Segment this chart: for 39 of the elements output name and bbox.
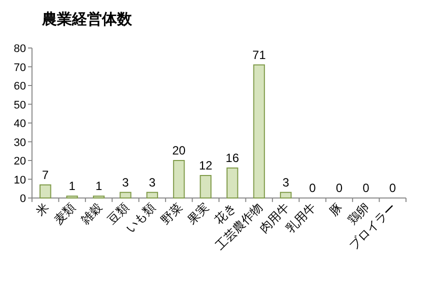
x-tick-label: 豚 xyxy=(326,200,346,219)
bar xyxy=(226,168,238,198)
data-label: 16 xyxy=(226,151,240,165)
y-tick-label: 40 xyxy=(14,118,26,130)
data-label: 3 xyxy=(122,175,130,190)
x-tick-label: 麦類 xyxy=(51,200,78,228)
data-label: 1 xyxy=(95,179,102,194)
data-label: 1 xyxy=(68,179,76,194)
y-tick-label: 10 xyxy=(14,174,26,186)
bar xyxy=(253,64,265,198)
data-label: 0 xyxy=(309,181,316,195)
data-label: 0 xyxy=(336,181,343,195)
bar xyxy=(146,192,158,198)
chart-title: 農業経営体数 xyxy=(41,11,133,28)
y-tick-label: 30 xyxy=(14,136,26,149)
x-tick-label: 野菜 xyxy=(158,200,186,228)
y-tick-label: 50 xyxy=(14,99,26,112)
data-label: 7 xyxy=(42,168,50,182)
data-label: 12 xyxy=(198,158,213,172)
x-tick-label: 果実 xyxy=(184,200,212,228)
bar xyxy=(200,175,212,198)
x-tick-label: 米 xyxy=(33,200,52,219)
y-tick-label: 60 xyxy=(14,80,26,92)
data-label: 3 xyxy=(282,175,290,190)
bar xyxy=(280,192,292,198)
data-label: 20 xyxy=(172,144,186,158)
y-tick-label: 20 xyxy=(14,156,26,168)
data-label: 71 xyxy=(252,48,266,62)
x-tick-label: 雑穀 xyxy=(78,200,105,228)
y-tick-label: 70 xyxy=(14,62,26,74)
bar xyxy=(120,192,132,198)
data-label: 0 xyxy=(362,181,370,195)
data-label: 3 xyxy=(148,175,156,190)
bar xyxy=(173,160,185,198)
y-tick-label: 80 xyxy=(14,43,26,55)
y-tick-label: 0 xyxy=(20,193,26,205)
bar xyxy=(40,184,52,198)
data-label: 0 xyxy=(389,181,396,195)
x-tick-label: 豆類 xyxy=(104,200,132,228)
